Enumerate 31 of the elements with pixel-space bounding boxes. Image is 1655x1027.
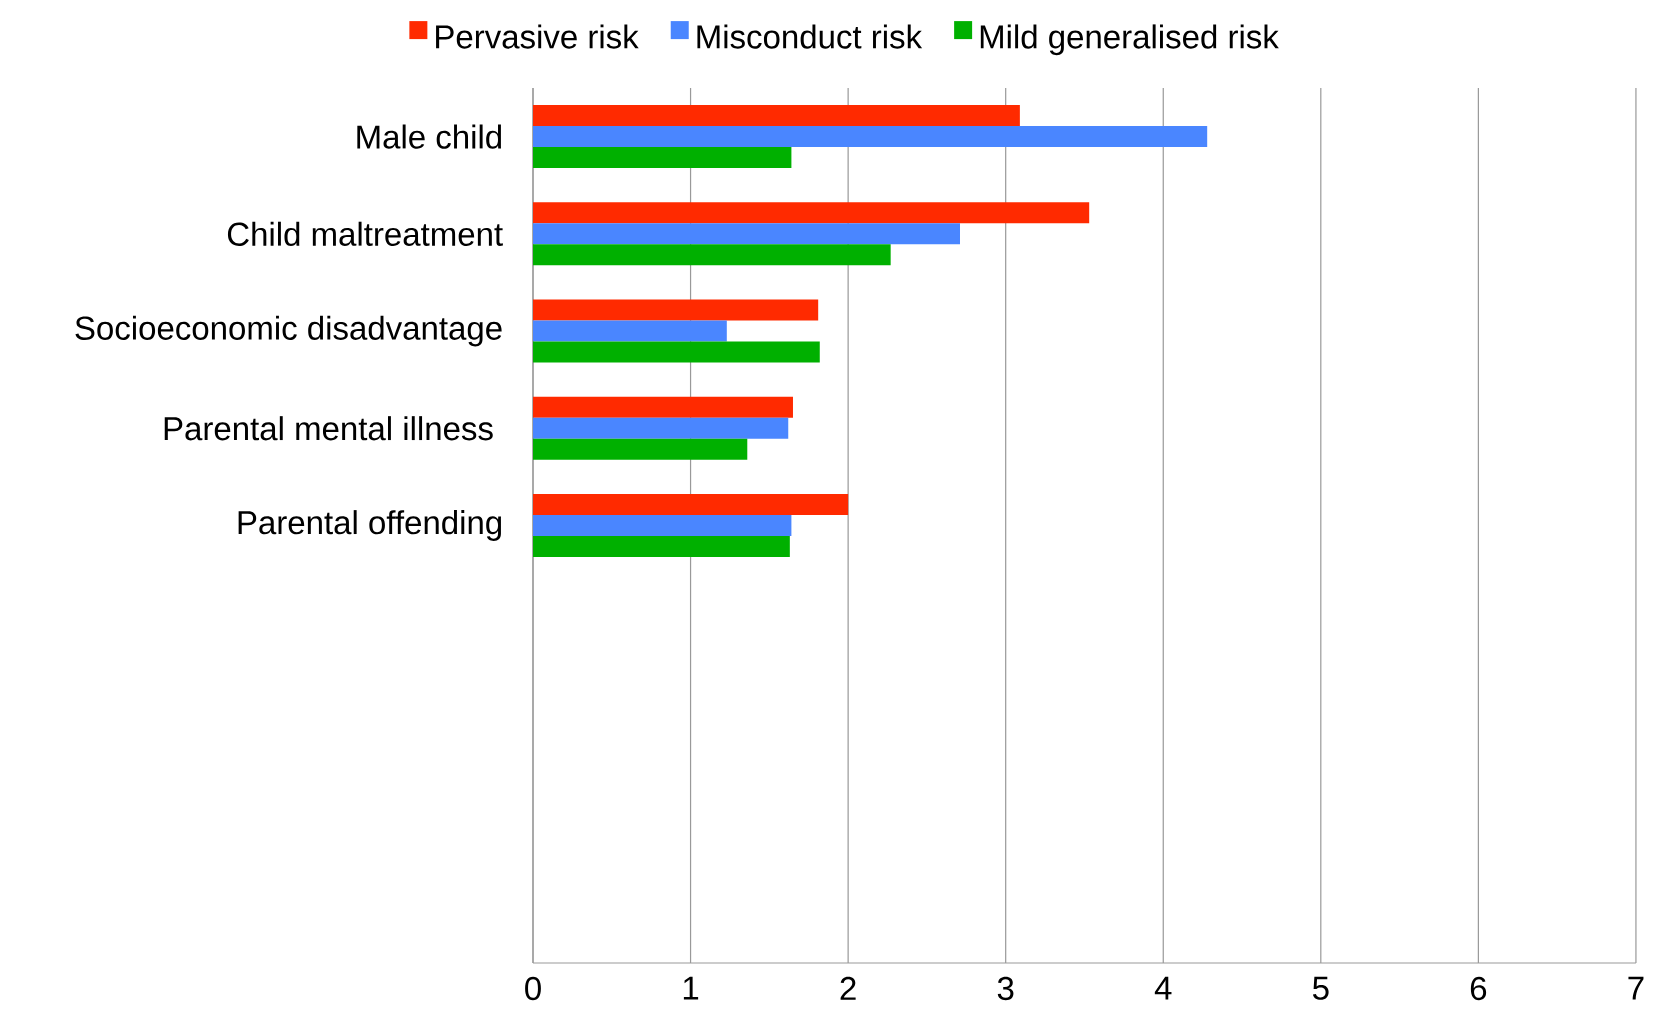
bar — [533, 105, 1020, 127]
x-tick-label: 2 — [840, 976, 856, 1000]
y-tick-label: Socioeconomic disadvantage — [75, 315, 502, 347]
x-tick-label: 0 — [525, 976, 541, 1001]
bar — [533, 396, 793, 418]
x-tick-label: 1 — [683, 976, 699, 1000]
y-tick-label: Child maltreatment — [227, 221, 503, 246]
x-tick-label: 3 — [997, 976, 1014, 1001]
bar — [533, 515, 792, 536]
bar — [533, 202, 1090, 224]
x-tick-label: 7 — [1628, 976, 1644, 1000]
x-tick-label: 6 — [1470, 976, 1487, 1001]
y-tick-label: Parental mental illness — [164, 416, 493, 441]
bar — [533, 126, 1208, 148]
bar — [533, 299, 819, 321]
legend-label: Mild generalised risk — [980, 24, 1279, 56]
bar — [533, 320, 727, 342]
bar — [533, 494, 849, 515]
bar — [533, 417, 789, 439]
legend-label: Misconduct risk — [697, 24, 923, 49]
x-tick-label: 5 — [1312, 976, 1329, 1000]
bar — [533, 536, 790, 557]
bar — [533, 244, 891, 266]
y-tick-label: Parental offending — [238, 510, 502, 541]
x-tick-label: 4 — [1154, 976, 1172, 1000]
y-tick-label: Male child — [357, 124, 502, 149]
bar — [533, 147, 792, 169]
legend-label: Pervasive risk — [436, 24, 639, 49]
bar — [533, 438, 748, 460]
bar — [533, 223, 960, 245]
bar — [533, 341, 820, 363]
